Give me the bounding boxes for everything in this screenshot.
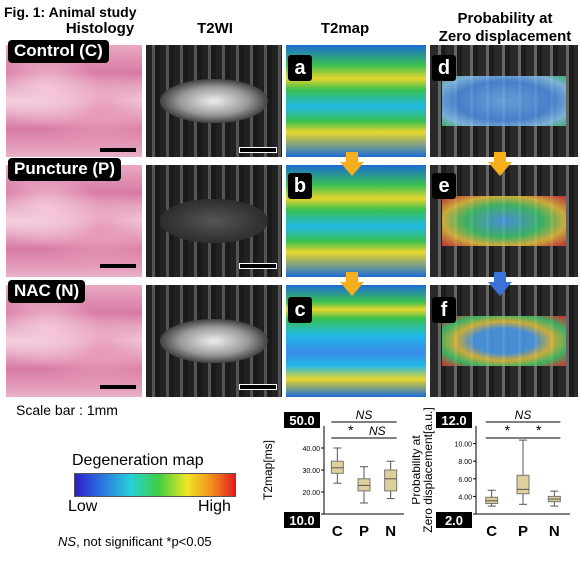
t2wi-nac — [146, 285, 282, 397]
y-tick-label: 6.00 — [458, 477, 472, 484]
x-category-label: P — [518, 523, 528, 540]
t2wi-control — [146, 45, 282, 157]
footnote: NS, not significant *p<0.05 — [58, 534, 212, 549]
legend-high: High — [198, 498, 231, 515]
significance-label: * — [536, 422, 542, 438]
ymax-label-bg — [436, 412, 472, 428]
legend-low: Low — [68, 498, 98, 515]
degeneration-colorbar — [74, 473, 236, 497]
panel-letter-a: a — [288, 55, 312, 81]
y-tick-label: 40.00 — [302, 446, 320, 453]
scale-bar — [100, 385, 136, 389]
y-tick-label: 10.00 — [454, 442, 472, 449]
box — [384, 469, 398, 492]
box — [330, 460, 344, 474]
y-tick-label: 20.00 — [302, 490, 320, 497]
histology-nac — [6, 285, 142, 397]
significance-label: NS — [515, 408, 532, 422]
significance-label: NS — [356, 408, 373, 422]
ymax-label: 50.0 — [289, 413, 314, 428]
legend-title: Degeneration map — [72, 452, 204, 469]
significance-label: * — [505, 422, 511, 438]
scale-bar — [100, 148, 136, 152]
down-arrow-icon — [488, 272, 512, 296]
ymin-label: 2.0 — [445, 513, 463, 528]
panel-letter-d: d — [432, 55, 456, 81]
row-label-puncture: Puncture (P) — [8, 158, 122, 181]
axis-ylabel: Zero displacement[a.u.] — [421, 407, 435, 532]
ymin-label-bg — [284, 512, 320, 528]
axis-ylabel: Probability at — [412, 435, 423, 505]
scale-bar — [240, 385, 276, 389]
scale-bar — [240, 148, 276, 152]
down-arrow-icon — [340, 152, 364, 176]
y-tick-label: 4.00 — [458, 494, 472, 501]
ymax-label-bg — [284, 412, 320, 428]
probability-nac — [430, 285, 578, 397]
ymin-label-bg — [436, 512, 472, 528]
x-category-label: P — [359, 523, 369, 540]
down-arrow-icon — [488, 152, 512, 176]
histology-control — [6, 45, 142, 157]
panel-letter-f: f — [432, 297, 456, 323]
header-probability: Probability at Zero displacement — [438, 10, 572, 45]
scale-bar — [240, 264, 276, 268]
scale-bar — [100, 264, 136, 268]
x-category-label: N — [385, 523, 396, 540]
significance-label: NS — [369, 424, 386, 438]
histology-puncture — [6, 165, 142, 277]
t2map-boxplot: T2map[ms]40.0030.0020.0010.0050.010.0CPN… — [262, 408, 404, 540]
box — [516, 474, 530, 495]
significance-label: * — [348, 422, 354, 438]
footnote-ns: NS — [58, 534, 77, 549]
axis-ylabel: T2map[ms] — [262, 440, 275, 500]
x-category-label: C — [332, 523, 343, 540]
panel-letter-b: b — [288, 173, 312, 199]
panel-letter-c: c — [288, 297, 312, 323]
y-tick-label: 30.00 — [302, 468, 320, 475]
scale-bar-label: Scale bar : 1mm — [16, 402, 118, 418]
header-t2map: T2map — [320, 20, 370, 37]
header-histology: Histology — [65, 20, 135, 37]
x-category-label: C — [486, 523, 497, 540]
header-t2wi: T2WI — [197, 20, 233, 37]
figure-title: Fig. 1: Animal study — [4, 4, 137, 20]
ymax-label: 12.0 — [441, 413, 466, 428]
x-category-label: N — [549, 523, 560, 540]
row-label-control: Control (C) — [8, 40, 109, 63]
y-tick-label: 8.00 — [458, 459, 472, 466]
panel-letter-e: e — [432, 173, 456, 199]
ymin-label: 10.0 — [289, 513, 314, 528]
t2wi-puncture — [146, 165, 282, 277]
footnote-text: , not significant *p<0.05 — [76, 534, 212, 549]
row-label-nac: NAC (N) — [8, 280, 86, 303]
down-arrow-icon — [340, 272, 364, 296]
box — [357, 478, 371, 492]
